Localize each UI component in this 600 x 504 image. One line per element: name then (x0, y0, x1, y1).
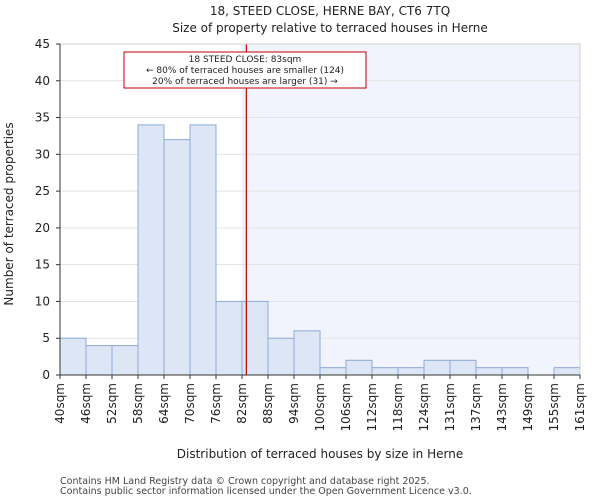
x-tick-label-124sqm: 124sqm (417, 383, 431, 431)
x-tick-label-94sqm: 94sqm (287, 383, 301, 424)
bar-58sqm (137, 124, 165, 376)
x-tick-label-82sqm: 82sqm (235, 383, 249, 424)
chart-subtitle: Size of property relative to terraced ho… (172, 21, 488, 35)
x-tick-label-161sqm: 161sqm (573, 383, 587, 431)
footer-line-2: Contains public sector information licen… (60, 486, 472, 497)
y-ticks-group: 0 5 10 15 20 25 30 35 40 45 (35, 37, 60, 382)
x-tick-label-52sqm: 52sqm (105, 383, 119, 424)
chart-title: 18, STEED CLOSE, HERNE BAY, CT6 7TQ (210, 4, 450, 18)
x-ticks-group: 40sqm 46sqm 52sqm 58sqm 64sqm 70sqm 76sqm 82sqm… (53, 375, 587, 431)
x-tick-label-137sqm: 137sqm (469, 383, 483, 431)
x-tick-label-88sqm: 88sqm (261, 383, 275, 424)
bar-118sqm (397, 367, 425, 376)
y-tick-label-5: 25 (35, 184, 50, 198)
bar-124sqm (423, 359, 451, 376)
bar-40sqm (59, 337, 87, 376)
x-tick-label-70sqm: 70sqm (183, 383, 197, 424)
bar-88sqm (267, 337, 295, 376)
bar-64sqm (163, 139, 191, 376)
x-tick-label-131sqm: 131sqm (443, 383, 457, 431)
bar-46sqm (85, 345, 113, 376)
bar-70sqm (189, 124, 217, 376)
y-tick-label-1: 5 (42, 331, 50, 345)
y-tick-label-2: 10 (35, 294, 50, 308)
x-tick-label-118sqm: 118sqm (391, 383, 405, 431)
x-tick-label-58sqm: 58sqm (131, 383, 145, 424)
x-tick-label-46sqm: 46sqm (79, 383, 93, 424)
y-tick-label-0: 0 (42, 368, 50, 382)
bar-106sqm (345, 359, 373, 376)
bar-143sqm (501, 367, 529, 376)
annotation-box: 18 STEED CLOSE: 83sqm ← 80% of terraced … (123, 51, 367, 89)
x-tick-label-149sqm: 149sqm (521, 383, 535, 431)
x-tick-label-106sqm: 106sqm (339, 383, 353, 431)
annotation-line-2: ← 80% of terraced houses are smaller (12… (146, 66, 344, 76)
annotation-line-3: 20% of terraced houses are larger (31) → (152, 77, 338, 87)
y-tick-label-3: 15 (35, 258, 50, 272)
bar-76sqm (215, 300, 243, 376)
y-tick-label-7: 35 (35, 111, 50, 125)
x-axis-label: Distribution of terraced houses by size … (177, 447, 463, 461)
footer-line-1: Contains HM Land Registry data © Crown c… (60, 476, 430, 487)
y-tick-label-8: 40 (35, 74, 50, 88)
plot-background (242, 44, 580, 375)
annotation-line-1: 18 STEED CLOSE: 83sqm (189, 55, 302, 65)
bar-137sqm (475, 367, 503, 376)
bar-131sqm (449, 359, 477, 376)
x-tick-label-143sqm: 143sqm (495, 383, 509, 431)
annotation-border (123, 51, 367, 89)
bars-group (59, 124, 581, 376)
highlight-region (242, 44, 580, 375)
x-tick-label-40sqm: 40sqm (53, 383, 67, 424)
bar-155sqm (553, 367, 581, 376)
x-tick-label-76sqm: 76sqm (209, 383, 223, 424)
y-axis-label: Number of terraced properties (2, 122, 16, 305)
bar-52sqm (111, 345, 139, 376)
x-tick-label-100sqm: 100sqm (313, 383, 327, 431)
y-tick-label-9: 45 (35, 37, 50, 51)
x-tick-label-112sqm: 112sqm (365, 383, 379, 431)
bar-94sqm (293, 330, 321, 376)
bar-112sqm (371, 367, 399, 376)
x-tick-label-64sqm: 64sqm (157, 383, 171, 424)
y-tick-label-6: 30 (35, 147, 50, 161)
bar-100sqm (319, 367, 347, 376)
y-tick-label-4: 20 (35, 221, 50, 235)
x-tick-label-155sqm: 155sqm (547, 383, 561, 431)
